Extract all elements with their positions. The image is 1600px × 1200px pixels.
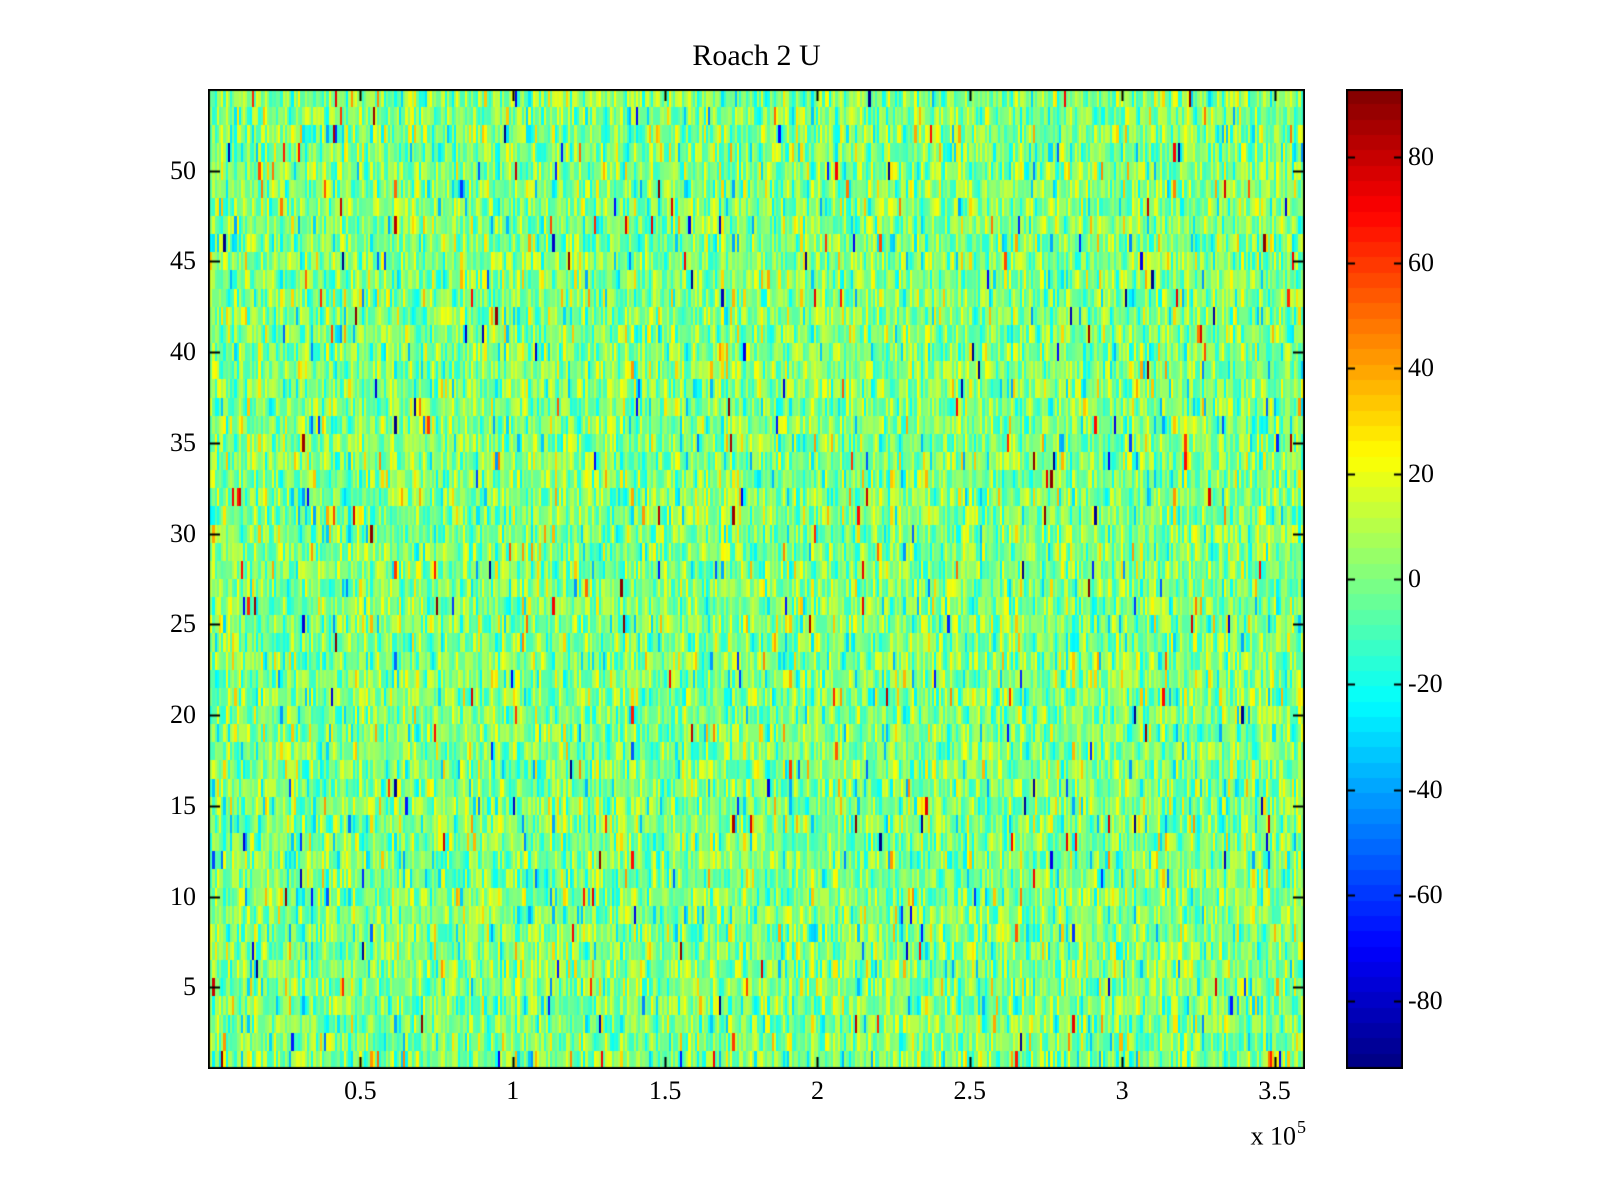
heatmap-image <box>208 89 1305 1069</box>
colorbar-tick-label: 80 <box>1408 142 1434 172</box>
y-axis-tick-label: 35 <box>170 427 196 457</box>
y-axis-tick-label: 25 <box>170 609 196 639</box>
y-axis-tick-label: 10 <box>170 881 196 911</box>
x-axis-tick-label: 1.5 <box>648 1076 682 1105</box>
y-axis-tick-label: 45 <box>170 246 196 276</box>
colorbar-tick-label: -40 <box>1408 774 1443 804</box>
colorbar <box>1346 89 1403 1069</box>
x-axis-exponent-prefix: x 10 <box>1250 1121 1297 1151</box>
y-axis-tick-label: 15 <box>170 790 196 820</box>
x-axis-tick-label: 1 <box>506 1076 520 1105</box>
y-axis-tick-label: 40 <box>170 337 196 367</box>
colorbar-tick-label: 60 <box>1408 247 1434 277</box>
x-axis-tick-label: 3 <box>1115 1076 1129 1105</box>
y-axis-tick-label: 20 <box>170 700 196 730</box>
chart-title: Roach 2 U <box>692 39 821 72</box>
x-axis-tick-label: 0.5 <box>344 1076 377 1105</box>
x-axis-tick-label: 2 <box>810 1076 824 1105</box>
colorbar-tick-label: 20 <box>1408 458 1434 488</box>
colorbar-tick-label: -20 <box>1408 669 1443 699</box>
colorbar-tick-label: -60 <box>1408 880 1443 910</box>
colorbar-tick-label: 0 <box>1408 564 1421 593</box>
colorbar-tick-label: -80 <box>1408 985 1443 1015</box>
y-axis-tick-label: 5 <box>183 972 196 1002</box>
colorbar-tick-label: 40 <box>1408 353 1434 383</box>
y-axis-tick-label: 30 <box>170 518 196 548</box>
x-axis-tick-label: 3.5 <box>1258 1076 1291 1105</box>
x-axis-tick-label: 2.5 <box>953 1076 987 1105</box>
x-axis-exponent-label: x 105 <box>1105 1116 1307 1151</box>
x-axis-exponent-value: 5 <box>1297 1117 1306 1137</box>
y-axis-tick-label: 50 <box>170 155 196 185</box>
